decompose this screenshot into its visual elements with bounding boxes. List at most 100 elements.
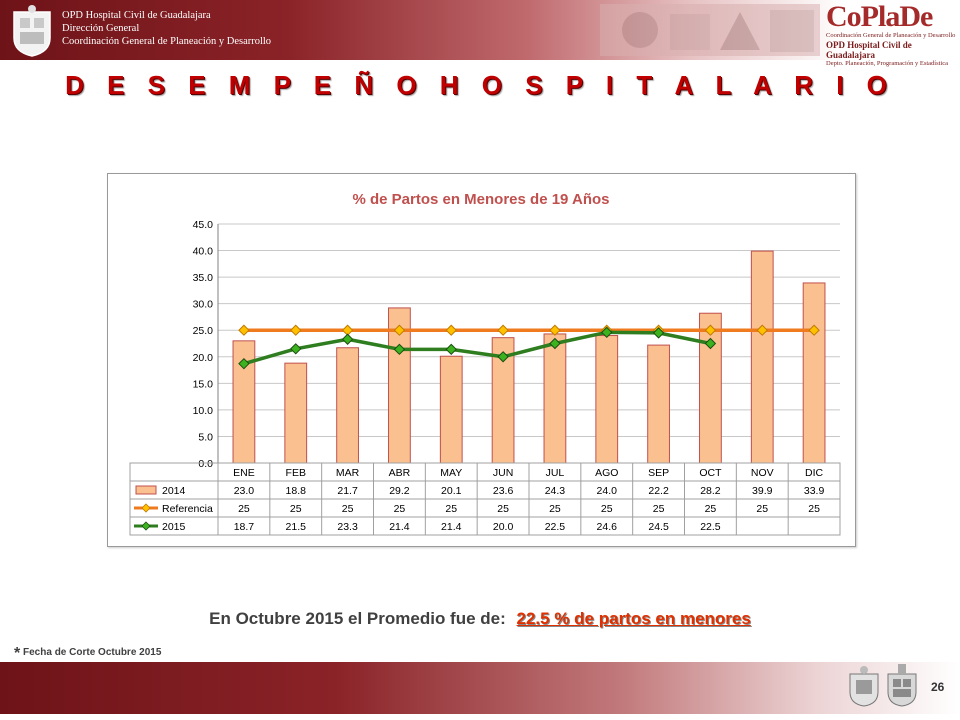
data-table-value: 25 <box>601 503 613 515</box>
data-table-value: 21.4 <box>389 521 410 533</box>
data-table-value: 24.6 <box>597 521 618 533</box>
y-tick-label: 40.0 <box>193 246 214 258</box>
marker-referencia <box>497 324 509 336</box>
page-number: 26 <box>931 680 945 694</box>
marker-2015 <box>238 357 250 370</box>
header-bar: OPD Hospital Civil de Guadalajara Direcc… <box>0 0 960 67</box>
data-table-value: 22.5 <box>700 521 721 533</box>
x-tick-label: JUN <box>493 467 513 479</box>
bar-2014 <box>595 335 619 464</box>
data-table-value: 25 <box>394 503 406 515</box>
data-table-value: 23.0 <box>234 485 255 497</box>
coplade-line-1: Coordinación General de Planeación y Des… <box>826 32 956 39</box>
marker-2015 <box>290 343 302 355</box>
x-tick-label: ENE <box>233 467 255 479</box>
university-crest-icon <box>13 5 51 57</box>
hospital-seal-icon <box>887 664 917 707</box>
data-table-value: 25 <box>549 503 561 515</box>
marker-2015 <box>549 337 561 350</box>
marker-referencia <box>704 324 717 336</box>
y-tick-label: 5.0 <box>198 431 213 443</box>
y-tick-label: 35.0 <box>193 272 214 284</box>
coplade-logo: CoPlaDe Coordinación General de Planeaci… <box>826 0 960 67</box>
data-table-value: 25 <box>342 503 354 515</box>
data-table-value: 29.2 <box>389 485 410 497</box>
data-table-value: 25 <box>653 503 665 515</box>
bar-2014 <box>750 250 774 464</box>
bar-2014 <box>284 362 308 464</box>
x-tick-label: JUL <box>546 467 565 479</box>
data-table-value: 24.3 <box>545 485 566 497</box>
chart-frame: % de Partos en Menores de 19 Años 0.0 5.0 1… <box>107 173 856 547</box>
coplade-line-3: Depto. Planeación, Programación y Estadí… <box>826 59 949 67</box>
footnote-text: Fecha de Corte Octubre 2015 <box>23 647 162 658</box>
y-tick-label: 10.0 <box>193 405 214 417</box>
coplade-brand: CoPlaDe <box>826 0 933 33</box>
header-line-3: Coordinación General de Planeación y Des… <box>62 36 272 47</box>
data-table-value: 22.2 <box>648 485 669 497</box>
header-line-2: Dirección General <box>62 23 140 34</box>
y-tick-label: 45.0 <box>193 219 214 231</box>
legend-swatch-2014 <box>135 485 157 495</box>
bar-2014 <box>543 333 567 464</box>
legend-label-referencia: Referencia <box>162 503 213 515</box>
summary-highlight: 22.5 % de partos en menores <box>516 609 751 628</box>
summary-text: En Octubre 2015 el Promedio fue de: 22.5… <box>0 609 960 629</box>
x-tick-label: OCT <box>699 467 722 479</box>
summary-prefix: En Octubre 2015 el Promedio fue de: <box>209 609 506 628</box>
x-tick-label: SEP <box>648 467 669 479</box>
data-table-value: 25 <box>705 503 717 515</box>
line-2015 <box>243 330 711 366</box>
legend-marker-2015 <box>141 521 151 531</box>
footer-bar <box>0 662 960 714</box>
chart-svg: % de Partos en Menores de 19 Años 0.0 5.0 1… <box>129 191 841 536</box>
data-table-value: 24.0 <box>597 485 618 497</box>
marker-2015 <box>497 351 509 363</box>
marker-2015 <box>704 337 717 350</box>
data-table-value: 21.7 <box>337 485 358 497</box>
footnote-asterisk: * <box>14 645 21 662</box>
data-table-value: 33.9 <box>804 485 825 497</box>
x-tick-label: NOV <box>751 467 774 479</box>
data-table-value: 25 <box>290 503 302 515</box>
y-tick-label: 15.0 <box>193 378 214 390</box>
marker-2015 <box>652 327 665 339</box>
header-institution-text: OPD Hospital Civil de Guadalajara Direcc… <box>62 9 271 48</box>
data-table-value: 22.5 <box>545 521 566 533</box>
data-table-value: 21.4 <box>441 521 462 533</box>
data-table-value: 23.6 <box>493 485 514 497</box>
marker-referencia <box>445 324 457 336</box>
bar-2014 <box>647 344 670 464</box>
legend-marker-referencia <box>141 503 151 513</box>
hospital-collage-image <box>600 4 820 56</box>
footnote: * Fecha de Corte Octubre 2015 <box>14 645 161 663</box>
x-tick-label: AGO <box>595 467 618 479</box>
marker-referencia <box>238 324 250 336</box>
marker-referencia <box>393 324 406 336</box>
y-tick-label: 0.0 <box>198 458 213 470</box>
header-line-1: OPD Hospital Civil de Guadalajara <box>62 10 211 21</box>
data-table-value: 25 <box>497 503 509 515</box>
marker-referencia <box>290 324 302 336</box>
data-table-value: 23.3 <box>337 521 358 533</box>
bar-2014 <box>439 355 463 464</box>
data-table-value: 25 <box>808 503 820 515</box>
marker-referencia <box>549 324 561 336</box>
data-table-value: 25 <box>238 503 250 515</box>
x-tick-label: FEB <box>286 467 306 479</box>
marker-2015 <box>445 343 457 356</box>
coplade-line-2: OPD Hospital Civil de Guadalajara <box>826 39 912 60</box>
data-table-value: 24.5 <box>648 521 669 533</box>
data-table-value: 18.8 <box>286 485 307 497</box>
data-table-value: 28.2 <box>700 485 721 497</box>
data-table-value: 21.5 <box>286 521 307 533</box>
data-table-value: 39.9 <box>752 485 773 497</box>
page-title: D E S E M P E Ñ O H O S P I T A L A R I … <box>65 70 895 100</box>
legend-label-2015: 2015 <box>162 521 186 533</box>
marker-2015 <box>341 333 354 345</box>
marker-2015 <box>393 343 406 356</box>
bar-2014 <box>802 282 826 464</box>
data-table-value: 20.1 <box>441 485 462 497</box>
marker-2015 <box>601 326 613 339</box>
x-tick-label: MAR <box>336 467 360 479</box>
